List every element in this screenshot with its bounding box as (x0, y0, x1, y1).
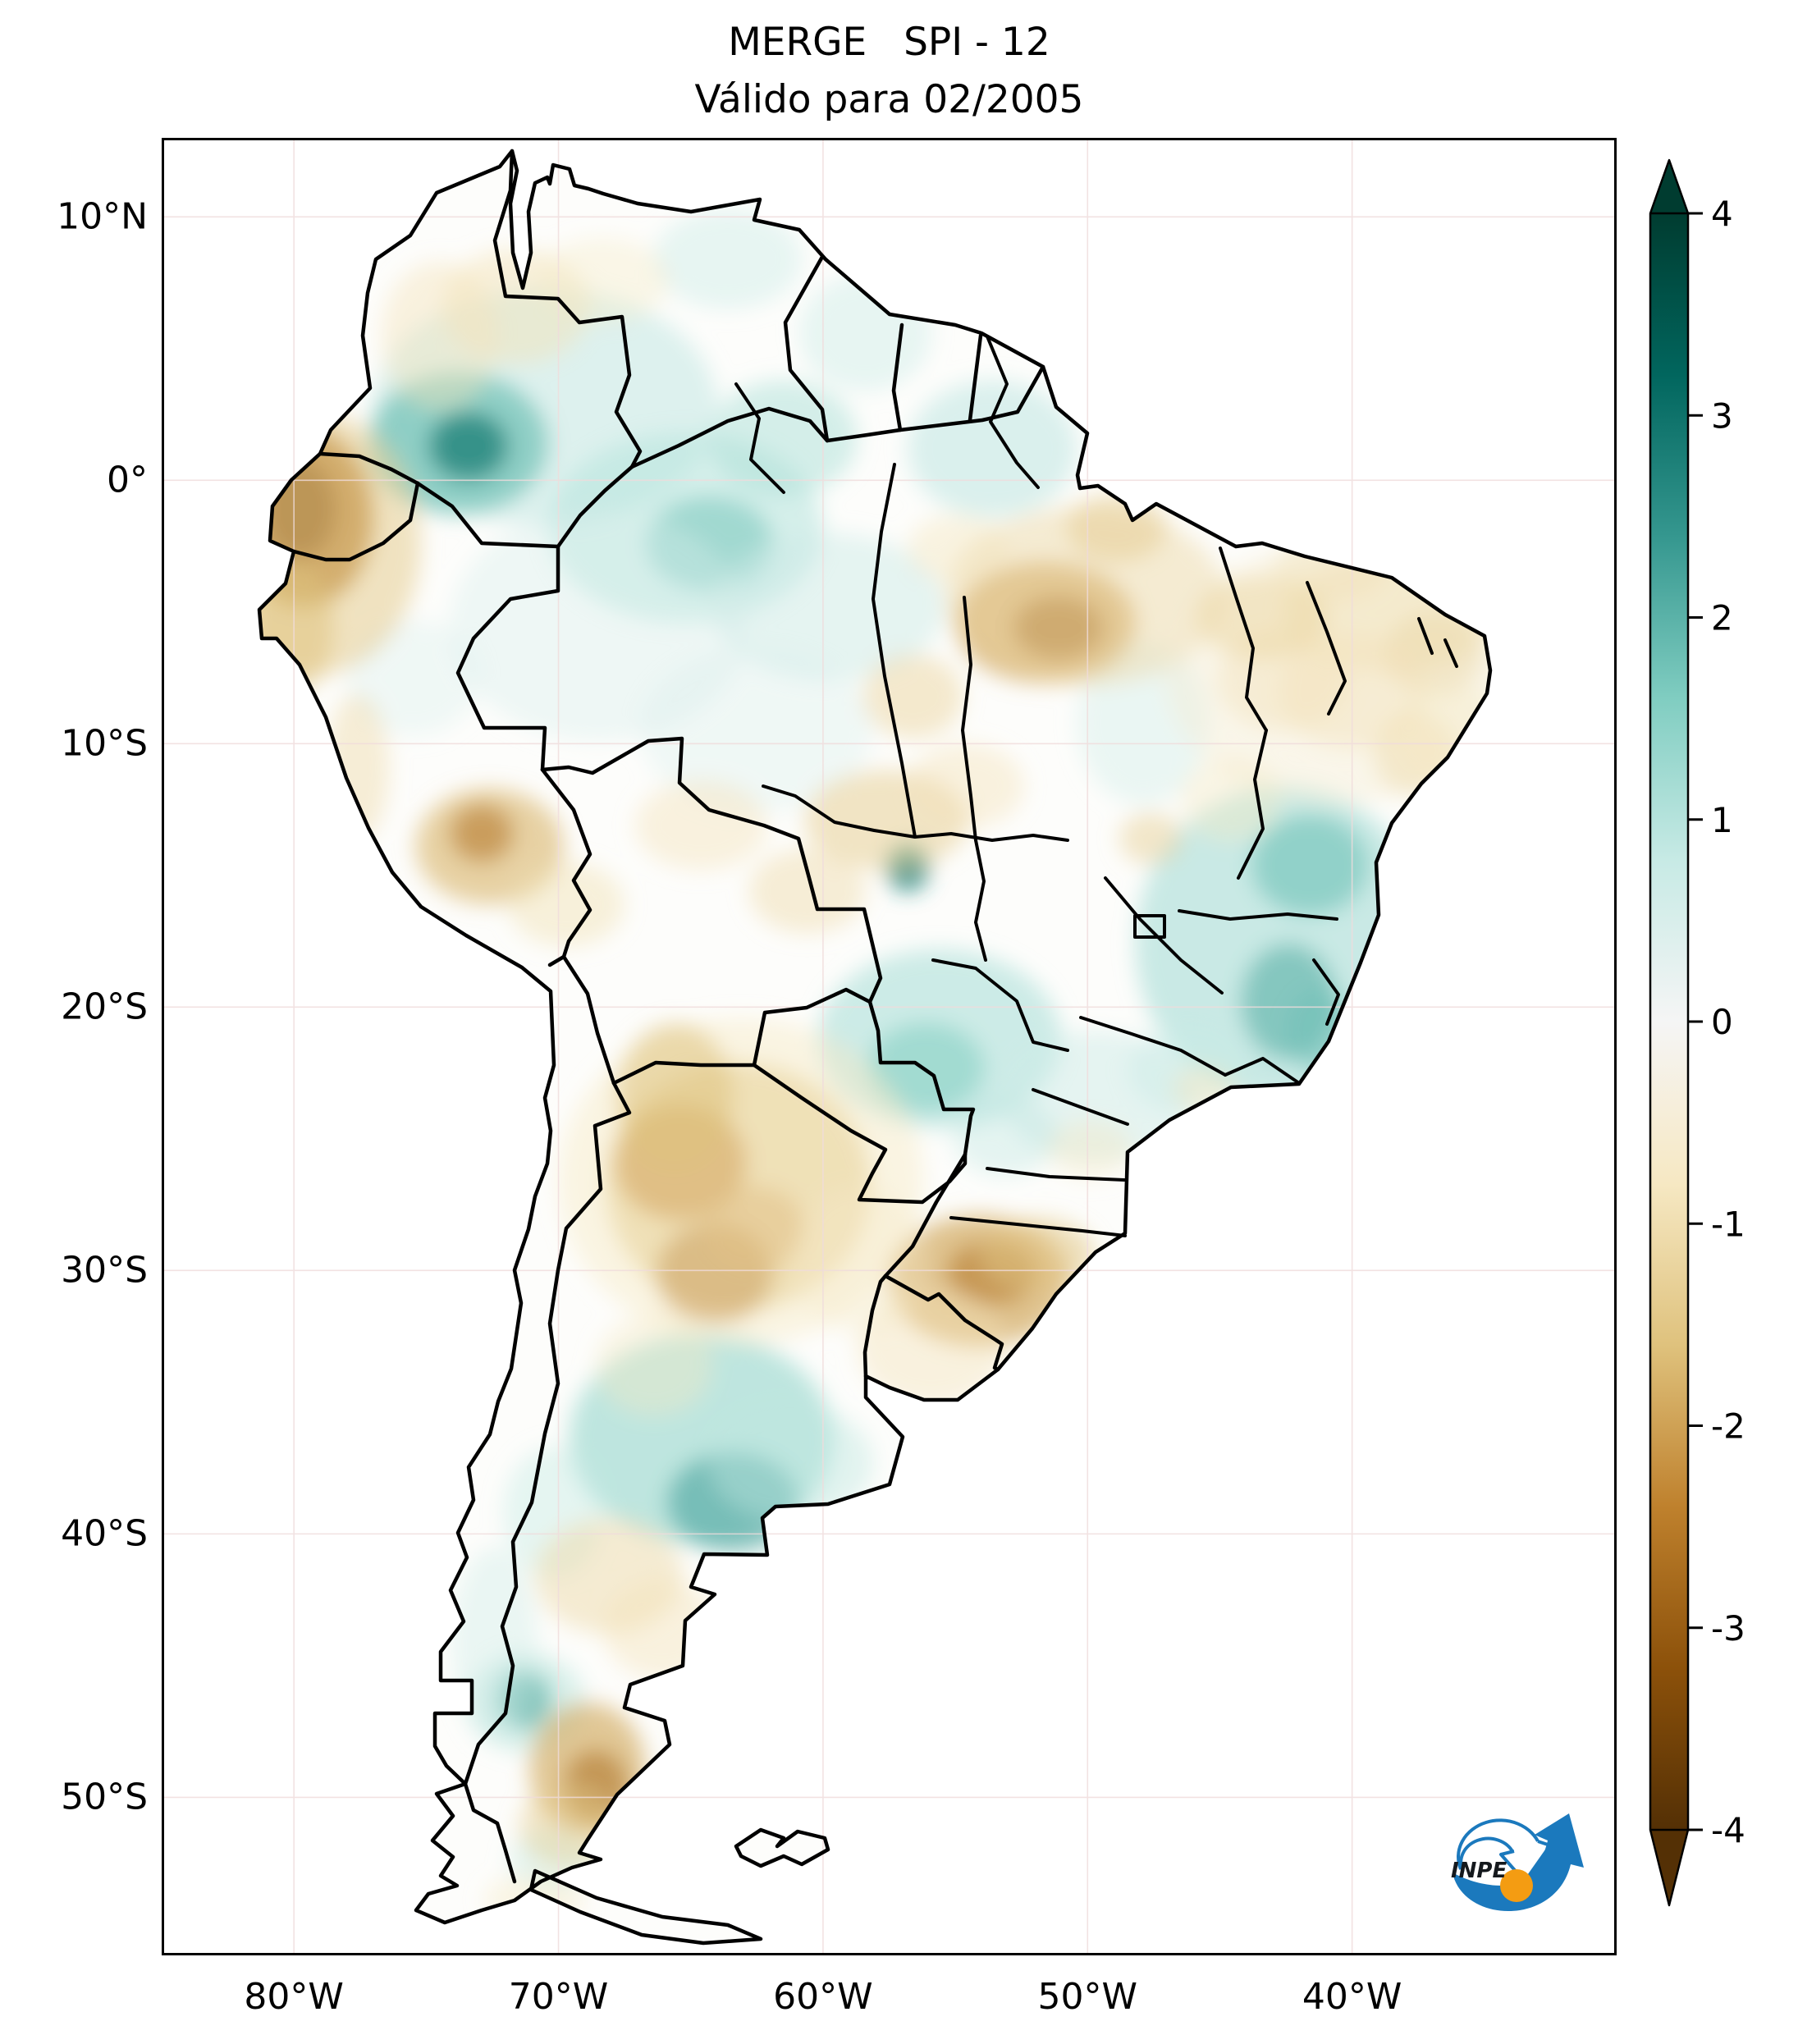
spi-anomaly-blob (1196, 574, 1329, 660)
lon-tick-label: 50°W (1037, 1976, 1138, 2018)
colorbar-tick-label: 0 (1711, 1002, 1733, 1042)
spi-anomaly-blob (979, 1218, 1096, 1292)
spi-anomaly-blob (450, 804, 514, 862)
colorbar: 4 3 2 1 0 -1 -2 -3 -4 (1649, 158, 1745, 1907)
map-canvas (162, 138, 1617, 1955)
spi-anomaly-blob (653, 208, 803, 309)
spi-anomaly-blob (952, 1096, 1059, 1176)
spi-anomaly-blob (1066, 493, 1167, 562)
lat-tick-label: 0° (107, 459, 148, 501)
spi-anomaly-blob (867, 1022, 985, 1113)
chart-subtitle: Válido para 02/2005 (694, 77, 1084, 122)
state-borders (734, 335, 1458, 1237)
spi-field (259, 151, 1490, 1943)
colorbar-extend-min (1650, 1830, 1688, 1905)
lon-tick-label: 60°W (773, 1976, 873, 2018)
colorbar-tick-label: 4 (1711, 194, 1733, 234)
logo-text: INPE (1451, 1859, 1507, 1883)
spi-anomaly-blob (794, 1186, 926, 1334)
lon-tick-label: 80°W (244, 1976, 344, 2018)
graticule (162, 138, 1617, 1955)
map-frame (162, 138, 1617, 1955)
logo-spiral-inner-arc-icon (1459, 1836, 1515, 1873)
colorbar-tick-label: 1 (1711, 800, 1733, 840)
colorbar-extend-max (1650, 160, 1688, 213)
spi-anomaly-blob (908, 514, 1009, 583)
lon-tick-label: 70°W (508, 1976, 609, 2018)
colorbar-tick-labels: 4 3 2 1 0 -1 -2 -3 -4 (1711, 194, 1745, 1850)
spi-anomaly-blob (748, 848, 866, 934)
lat-tick-label: 40°S (61, 1512, 148, 1555)
lat-tick-label: 30°S (61, 1249, 148, 1292)
logo-spiral-outer-arc-icon (1457, 1818, 1541, 1870)
spi-anomaly-blob (595, 1315, 712, 1415)
lat-tick-label: 10°S (61, 722, 148, 765)
lat-tick-label: 50°S (61, 1776, 148, 1818)
spi-anomaly-blob (616, 1022, 734, 1171)
spi-anomaly-blob (428, 411, 509, 481)
spi-anomaly-blob (908, 743, 1024, 829)
logo-orange-dot (1500, 1869, 1533, 1902)
spi-anomaly-blob (325, 693, 390, 842)
colorbar-gradient (1650, 213, 1688, 1830)
colorbar-tick-label: -1 (1711, 1204, 1745, 1244)
spi-anomaly-blob (603, 1578, 721, 1679)
inpe-logo: INPE (1451, 1813, 1584, 1912)
spi-anomaly-blob (862, 654, 963, 738)
spi-anomaly-blob (508, 862, 625, 947)
chart-title: MERGE SPI - 12 (728, 20, 1050, 65)
spi-anomaly-blob (1180, 757, 1281, 842)
logo-swoosh-arrow-icon (1453, 1813, 1584, 1912)
spi-anomaly-blob (640, 648, 874, 812)
spi-anomaly-blob (484, 1873, 585, 1927)
spi-anomaly-blob (346, 620, 479, 736)
spi-anomaly-blob (709, 1405, 874, 1521)
lat-tick-label: 20°S (61, 985, 148, 1028)
lat-tick-label: 10°N (57, 195, 148, 238)
spi-anomaly-blob (945, 506, 1225, 686)
spi-anomaly-blob (537, 237, 670, 322)
spi-anomaly-blob (1251, 815, 1368, 915)
colorbar-tick-label: 3 (1711, 396, 1733, 436)
spi-anomaly-blob (635, 780, 768, 871)
colorbar-ticks (1688, 212, 1703, 1831)
spi-anomaly-blob (1047, 1120, 1133, 1178)
spi-anomaly-blob (711, 533, 945, 681)
spi-anomaly-blob (1119, 812, 1183, 865)
spi-anomaly-blob (1272, 538, 1389, 601)
coastline (257, 149, 1493, 1946)
lon-tick-label: 40°W (1302, 1976, 1402, 2018)
spi-anomaly-blob (908, 380, 1077, 518)
country-borders (291, 149, 1045, 1884)
colorbar-tick-label: -2 (1711, 1406, 1745, 1447)
colorbar-tick-label: -3 (1711, 1608, 1745, 1648)
spi-anomaly-blob (452, 1547, 538, 1742)
colorbar-tick-label: -4 (1711, 1810, 1745, 1850)
colorbar-tick-label: 2 (1711, 598, 1733, 638)
